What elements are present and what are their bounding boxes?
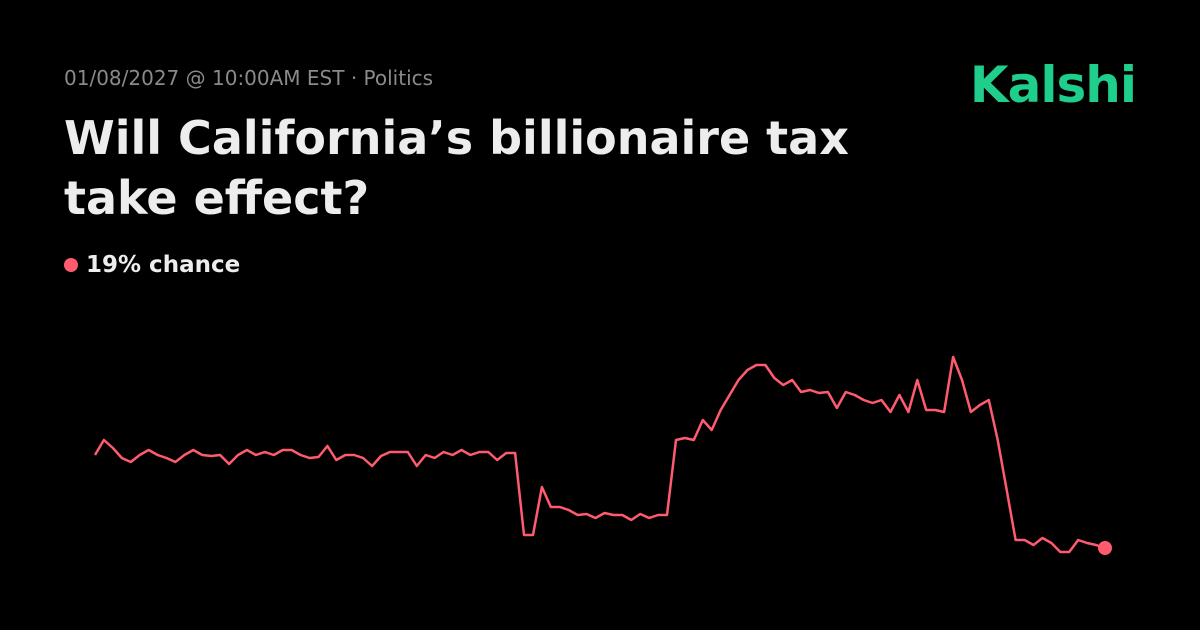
current-chance: 19% chance (64, 252, 240, 278)
price-line (93, 355, 1106, 554)
end-dot (1098, 541, 1112, 555)
legend-dot (64, 258, 78, 272)
current-label: 19% chance (86, 252, 241, 278)
chart-title: Will California’s billionaire tax take e… (64, 111, 849, 225)
brand-logo[interactable]: Kalshi (969, 56, 1137, 114)
subtitle: 01/08/2027 @ 10:00AM EST · Politics (64, 66, 434, 90)
